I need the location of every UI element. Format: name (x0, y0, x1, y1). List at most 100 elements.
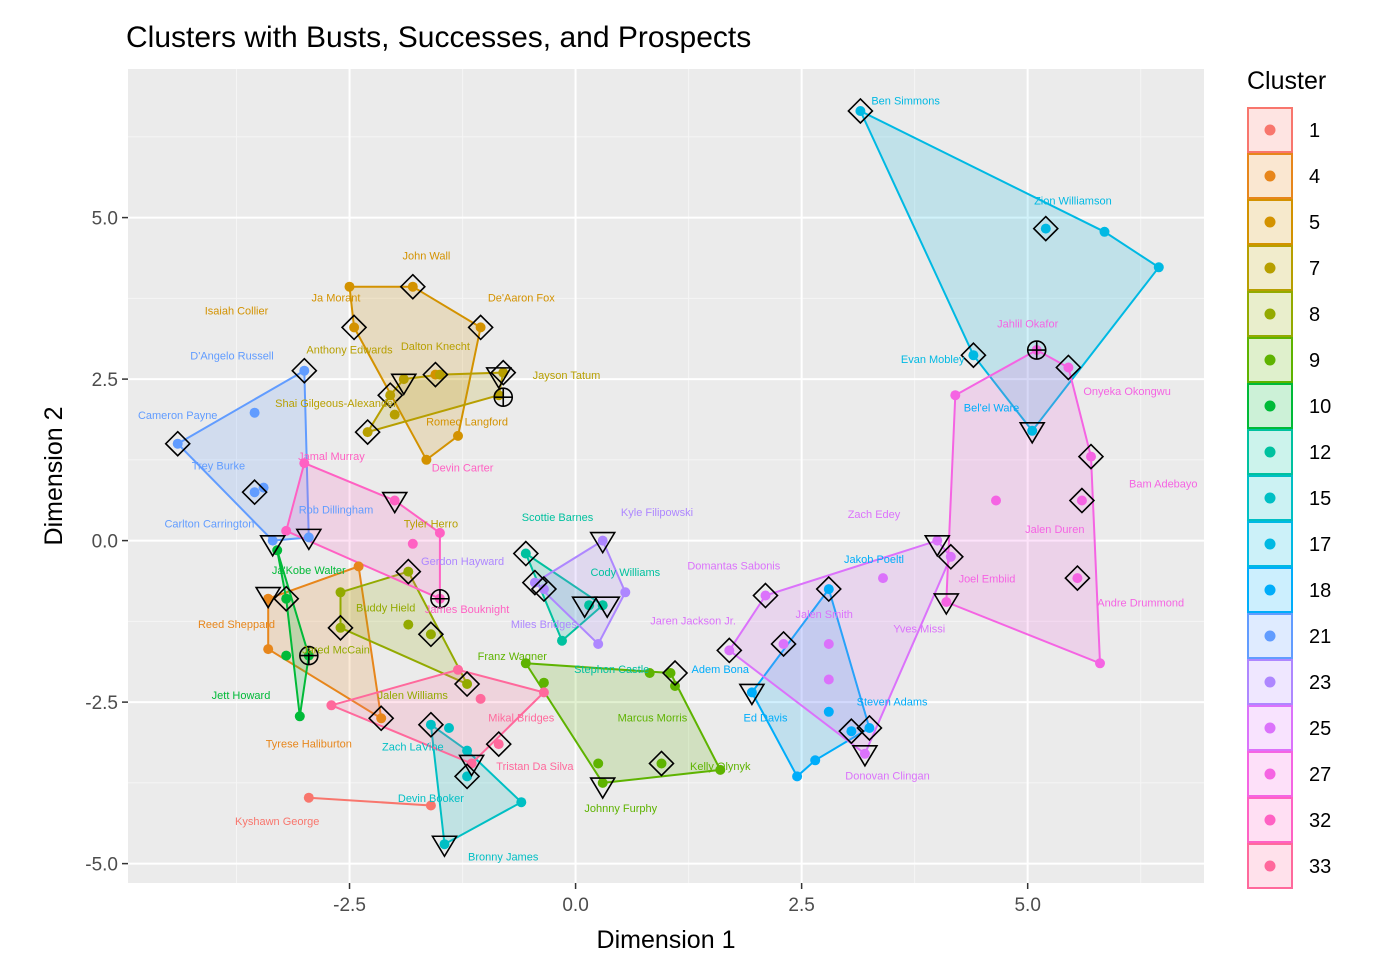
player-label: Cameron Payne (138, 410, 218, 422)
legend-dot-7 (1264, 262, 1276, 274)
data-point-cluster-15 (444, 723, 454, 733)
success-marker (1064, 564, 1091, 592)
player-label: Stephon Castle (574, 664, 649, 676)
data-point-cluster-8 (425, 629, 436, 640)
success-marker (453, 670, 481, 698)
player-label: Joel Embiid (959, 574, 1016, 586)
data-point-cluster-17 (1040, 223, 1051, 234)
legend-label-4: 4 (1309, 166, 1320, 188)
x-axis-title: Dimension 1 (597, 926, 736, 954)
success-marker (327, 614, 354, 641)
bust-marker (589, 777, 617, 800)
legend-label-15: 15 (1309, 488, 1331, 510)
player-label: Bronny James (468, 851, 539, 863)
x-tick-label: -2.5 (333, 895, 366, 916)
data-point-cluster-17 (1099, 226, 1110, 237)
player-label: Jared McCain (302, 645, 370, 657)
data-point-cluster-25 (823, 674, 834, 685)
player-label: Kyshawn George (235, 816, 319, 828)
data-point-cluster-33 (538, 687, 549, 698)
data-point-cluster-33 (453, 664, 463, 675)
success-marker (164, 430, 191, 457)
player-label: Andre Drummond (1097, 598, 1184, 610)
data-point-cluster-18 (823, 706, 834, 717)
success-marker (453, 763, 481, 790)
status-markers (164, 97, 1105, 858)
data-point-cluster-23 (529, 577, 540, 588)
data-point-cluster-9 (715, 764, 726, 775)
data-point-cluster-33 (326, 700, 337, 711)
player-label: Zion Williamson (1034, 196, 1112, 208)
data-point-cluster-18 (864, 723, 875, 733)
cluster-hull-1 (308, 796, 431, 807)
player-label: Miles Bridges (511, 619, 578, 631)
player-label: Jayson Tatum (533, 370, 601, 382)
data-point-cluster-21 (267, 535, 278, 546)
data-point-cluster-8 (335, 622, 346, 633)
legend: Cluster 1 4 5 7 8 9 10 12 15 17 18 21 23 25 27 32 33 (1247, 67, 1331, 889)
player-label: Franz Wagner (478, 651, 548, 663)
player-label: Ja Morant (312, 293, 361, 305)
success-marker (856, 714, 883, 742)
legend-label-33: 33 (1309, 856, 1331, 878)
success-marker (485, 730, 512, 758)
x-tick-label: 0.0 (562, 895, 588, 916)
player-label: Johnny Furphy (584, 803, 657, 815)
success-marker (241, 479, 268, 506)
bust-marker (571, 596, 599, 619)
data-point-cluster-5 (475, 322, 486, 333)
player-label: Zach Edey (848, 509, 901, 521)
player-label: Reed Sheppard (198, 619, 275, 631)
data-point-cluster-32 (389, 495, 400, 506)
y-tick-label: 2.5 (92, 370, 118, 391)
data-point-cluster-17 (1153, 262, 1164, 273)
success-marker (716, 637, 743, 664)
data-point-cluster-7 (389, 409, 400, 420)
player-label: Onyeka Okongwu (1083, 386, 1170, 398)
success-marker (1077, 443, 1105, 470)
data-point-cluster-27 (1076, 495, 1087, 506)
player-label: John Wall (402, 251, 450, 263)
data-point-cluster-27 (1063, 362, 1074, 373)
data-point-cluster-9 (593, 758, 604, 769)
data-point-cluster-23 (597, 535, 608, 546)
data-point-cluster-15 (516, 797, 527, 808)
data-point-cluster-8 (403, 619, 414, 630)
player-label: Isaiah Collier (205, 306, 269, 318)
data-point-cluster-21 (303, 532, 314, 543)
data-point-cluster-33 (466, 758, 477, 769)
data-point-cluster-32 (281, 525, 292, 536)
success-marker (417, 711, 445, 738)
legend-label-9: 9 (1309, 350, 1320, 372)
success-marker (377, 382, 404, 409)
data-point-cluster-17 (1027, 425, 1038, 436)
data-point-cluster-7 (434, 369, 445, 380)
legend-label-8: 8 (1309, 304, 1320, 326)
legend-label-23: 23 (1309, 672, 1331, 694)
player-label: Ja'Kobe Walter (272, 565, 346, 577)
success-marker (648, 750, 675, 777)
success-marker (422, 361, 449, 388)
success-marker (273, 585, 300, 612)
legend-dot-5 (1264, 216, 1276, 228)
data-point-cluster-1 (425, 800, 436, 811)
data-point-cluster-5 (453, 430, 463, 441)
data-point-cluster-21 (249, 407, 260, 418)
legend-label-25: 25 (1309, 718, 1331, 740)
legend-dot-33 (1264, 860, 1276, 872)
data-point-cluster-21 (258, 482, 269, 493)
data-point-cluster-9 (538, 677, 549, 688)
legend-label-12: 12 (1309, 442, 1331, 464)
data-point-cluster-12 (584, 600, 595, 611)
data-point-cluster-7 (362, 427, 373, 438)
data-point-cluster-25 (778, 639, 789, 649)
data-point-cluster-12 (520, 548, 531, 559)
legend-label-27: 27 (1309, 764, 1331, 786)
player-label: Jalen Williams (378, 690, 449, 702)
legend-dot-23 (1264, 676, 1276, 688)
player-labels: John Wall Ja Morant De'Aaron Fox Isaiah Col… (138, 96, 1198, 864)
player-label: Jalen Smith (795, 609, 852, 621)
data-point-cluster-21 (172, 438, 183, 449)
legend-label-21: 21 (1309, 626, 1331, 648)
success-marker (847, 97, 874, 125)
